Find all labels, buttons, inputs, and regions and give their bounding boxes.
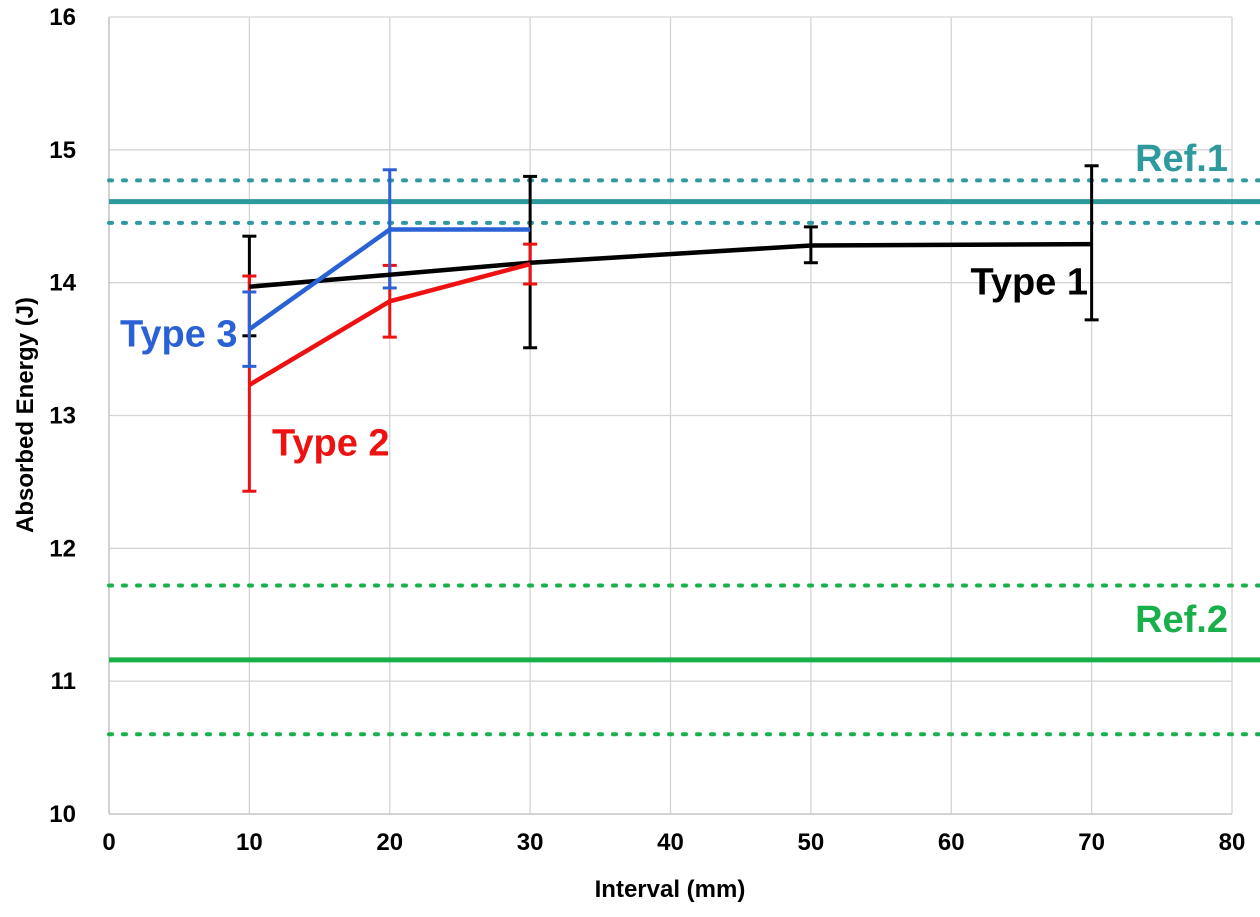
annotations-layer: Ref.1 Ref.2 Type 1 Type 2 Type 3	[120, 138, 1228, 641]
y-tick-label: 10	[49, 801, 76, 828]
series-lines-layer	[248, 227, 1092, 387]
x-tick-label: 30	[517, 829, 544, 856]
y-tick-label: 13	[49, 403, 76, 430]
series-label: Type 2	[272, 422, 390, 464]
x-tick-label: 20	[376, 829, 403, 856]
y-tick-label: 12	[49, 535, 76, 562]
x-tick-label: 50	[798, 829, 825, 856]
x-tick-label: 0	[102, 829, 115, 856]
x-tick-label: 40	[657, 829, 684, 856]
reference-label: Ref.2	[1135, 599, 1228, 641]
y-tick-label: 14	[49, 270, 76, 297]
series-label: Type 1	[970, 262, 1088, 304]
y-tick-label: 15	[49, 137, 76, 164]
reference-lines-layer	[107, 178, 1260, 737]
y-tick-label: 16	[49, 4, 76, 31]
x-axis-title: Interval (mm)	[595, 876, 746, 903]
series-label: Type 3	[120, 313, 238, 355]
grid-layer	[108, 16, 1233, 815]
y-tick-label: 11	[51, 668, 76, 695]
y-axis-title: Absorbed Energy (J)	[12, 297, 39, 533]
x-tick-label: 80	[1219, 829, 1246, 856]
series-line	[248, 261, 531, 387]
series-line	[248, 227, 531, 332]
tick-labels-layer: 0 10 20 30 40 50 60 70 80 10 11 12 13 14 15 16	[49, 4, 1245, 856]
series-line	[249, 241, 1092, 289]
x-tick-label: 60	[938, 829, 965, 856]
x-tick-label: 10	[236, 829, 263, 856]
reference-label: Ref.1	[1135, 138, 1228, 180]
x-tick-label: 70	[1078, 829, 1105, 856]
